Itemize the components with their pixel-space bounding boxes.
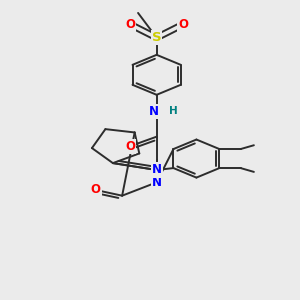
Text: O: O bbox=[178, 18, 188, 31]
Text: N: N bbox=[152, 164, 162, 176]
Text: O: O bbox=[125, 140, 135, 153]
Text: N: N bbox=[152, 176, 162, 189]
Text: O: O bbox=[125, 18, 135, 31]
Text: N: N bbox=[148, 105, 159, 119]
Text: O: O bbox=[91, 184, 100, 196]
Text: H: H bbox=[169, 106, 177, 116]
Text: S: S bbox=[152, 31, 161, 44]
